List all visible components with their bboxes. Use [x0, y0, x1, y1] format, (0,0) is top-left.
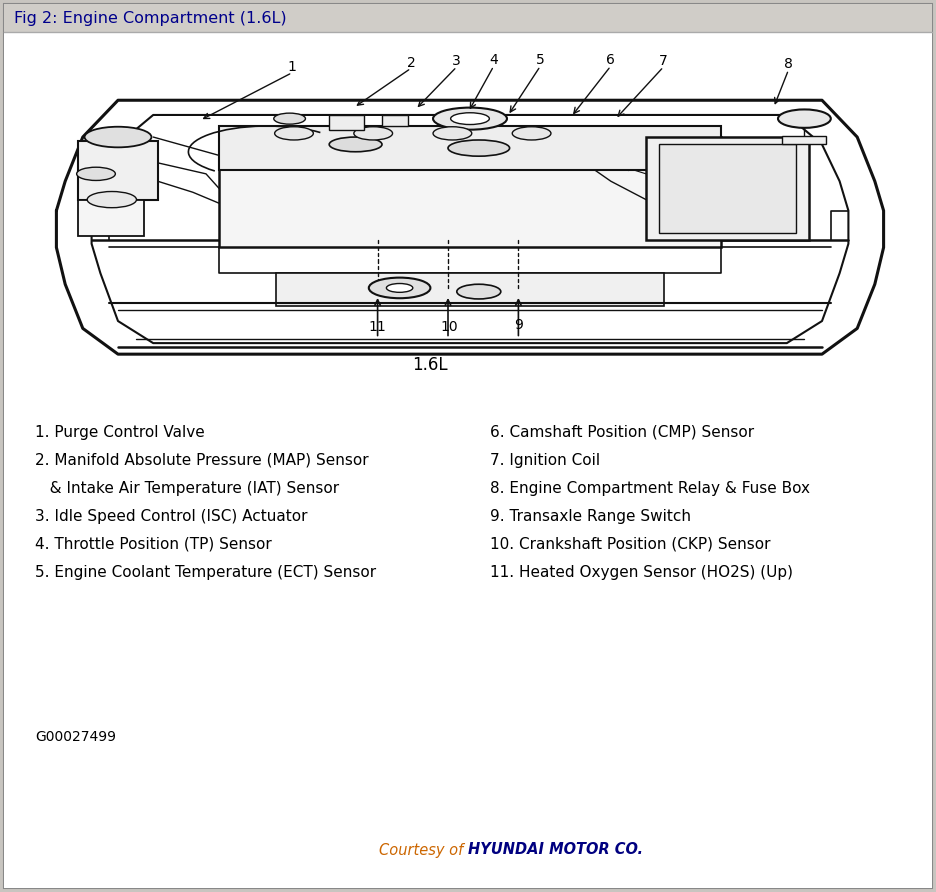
Text: 11. Heated Oxygen Sensor (HO2S) (Up): 11. Heated Oxygen Sensor (HO2S) (Up) — [490, 565, 793, 580]
Text: 9. Transaxle Range Switch: 9. Transaxle Range Switch — [490, 508, 691, 524]
Bar — [79, 200, 144, 236]
Ellipse shape — [433, 108, 507, 129]
Bar — [782, 136, 826, 145]
Text: 3. Idle Speed Control (ISC) Actuator: 3. Idle Speed Control (ISC) Actuator — [35, 508, 308, 524]
Bar — [79, 141, 157, 200]
Bar — [382, 115, 408, 126]
Text: 4. Throttle Position (TP) Sensor: 4. Throttle Position (TP) Sensor — [35, 536, 271, 551]
Ellipse shape — [329, 137, 382, 152]
Bar — [276, 273, 664, 306]
Bar — [4, 4, 932, 32]
Text: 1: 1 — [287, 60, 297, 74]
Text: 7. Ignition Coil: 7. Ignition Coil — [490, 452, 600, 467]
Text: 8: 8 — [784, 57, 793, 71]
Text: 5: 5 — [536, 54, 545, 68]
Text: 3: 3 — [452, 54, 461, 68]
Text: 11: 11 — [369, 319, 387, 334]
Ellipse shape — [512, 127, 551, 140]
Bar — [659, 145, 796, 233]
Ellipse shape — [387, 284, 413, 293]
Ellipse shape — [274, 127, 314, 140]
Ellipse shape — [457, 285, 501, 299]
Ellipse shape — [448, 140, 509, 156]
Ellipse shape — [273, 113, 305, 124]
Bar — [646, 137, 809, 240]
Text: 2. Manifold Absolute Pressure (MAP) Sensor: 2. Manifold Absolute Pressure (MAP) Sens… — [35, 452, 369, 467]
Ellipse shape — [369, 277, 431, 298]
Text: G00027499: G00027499 — [35, 730, 116, 744]
Text: Courtesy of: Courtesy of — [379, 843, 468, 857]
Bar — [219, 137, 721, 247]
Ellipse shape — [87, 192, 137, 208]
Text: 5. Engine Coolant Temperature (ECT) Sensor: 5. Engine Coolant Temperature (ECT) Sens… — [35, 565, 376, 580]
Text: 6: 6 — [607, 54, 615, 68]
Ellipse shape — [450, 112, 490, 125]
Text: 6. Camshaft Position (CMP) Sensor: 6. Camshaft Position (CMP) Sensor — [490, 425, 754, 440]
Text: & Intake Air Temperature (IAT) Sensor: & Intake Air Temperature (IAT) Sensor — [35, 481, 339, 495]
Ellipse shape — [84, 127, 152, 147]
Ellipse shape — [77, 167, 115, 180]
Bar — [219, 126, 721, 170]
Ellipse shape — [354, 127, 392, 140]
Text: 1. Purge Control Valve: 1. Purge Control Valve — [35, 425, 205, 440]
Ellipse shape — [433, 127, 472, 140]
Text: HYUNDAI MOTOR CO.: HYUNDAI MOTOR CO. — [468, 843, 643, 857]
Bar — [329, 115, 364, 129]
Text: Fig 2: Engine Compartment (1.6L): Fig 2: Engine Compartment (1.6L) — [14, 11, 286, 26]
Text: 2: 2 — [406, 55, 416, 70]
Text: 7: 7 — [659, 54, 668, 68]
Ellipse shape — [778, 110, 831, 128]
Text: 8. Engine Compartment Relay & Fuse Box: 8. Engine Compartment Relay & Fuse Box — [490, 481, 810, 495]
Text: 10: 10 — [440, 319, 458, 334]
Text: 1.6L: 1.6L — [413, 356, 448, 375]
Text: 9: 9 — [514, 318, 523, 332]
Text: 4: 4 — [490, 54, 498, 68]
Text: 10. Crankshaft Position (CKP) Sensor: 10. Crankshaft Position (CKP) Sensor — [490, 536, 770, 551]
